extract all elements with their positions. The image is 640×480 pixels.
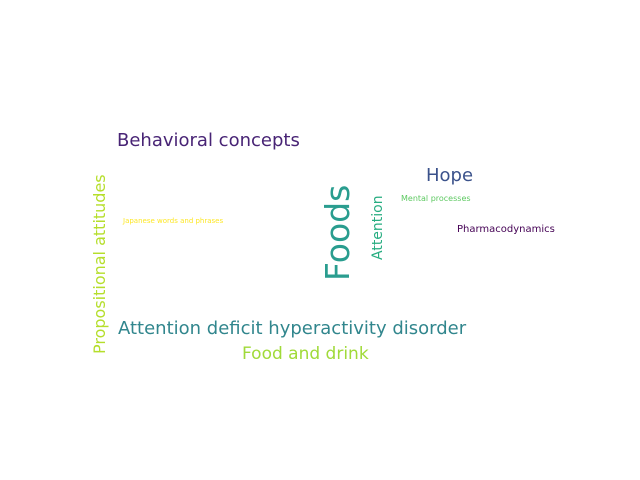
word-mental-processes: Mental processes <box>401 194 471 203</box>
word-hope: Hope <box>426 165 474 186</box>
word-attention-deficit-hyperactivity-disorder: Attention deficit hyperactivity disorder <box>118 318 467 339</box>
word-pharmacodynamics: Pharmacodynamics <box>457 224 555 235</box>
word-foods: Foods <box>318 184 357 281</box>
word-japanese-words-and-phrases: Japanese words and phrases <box>123 217 224 225</box>
word-propositional-attitudes: Propositional attitudes <box>90 174 109 354</box>
word-food-and-drink: Food and drink <box>242 344 369 364</box>
word-attention: Attention <box>370 195 386 260</box>
word-behavioral-concepts: Behavioral concepts <box>117 130 300 151</box>
